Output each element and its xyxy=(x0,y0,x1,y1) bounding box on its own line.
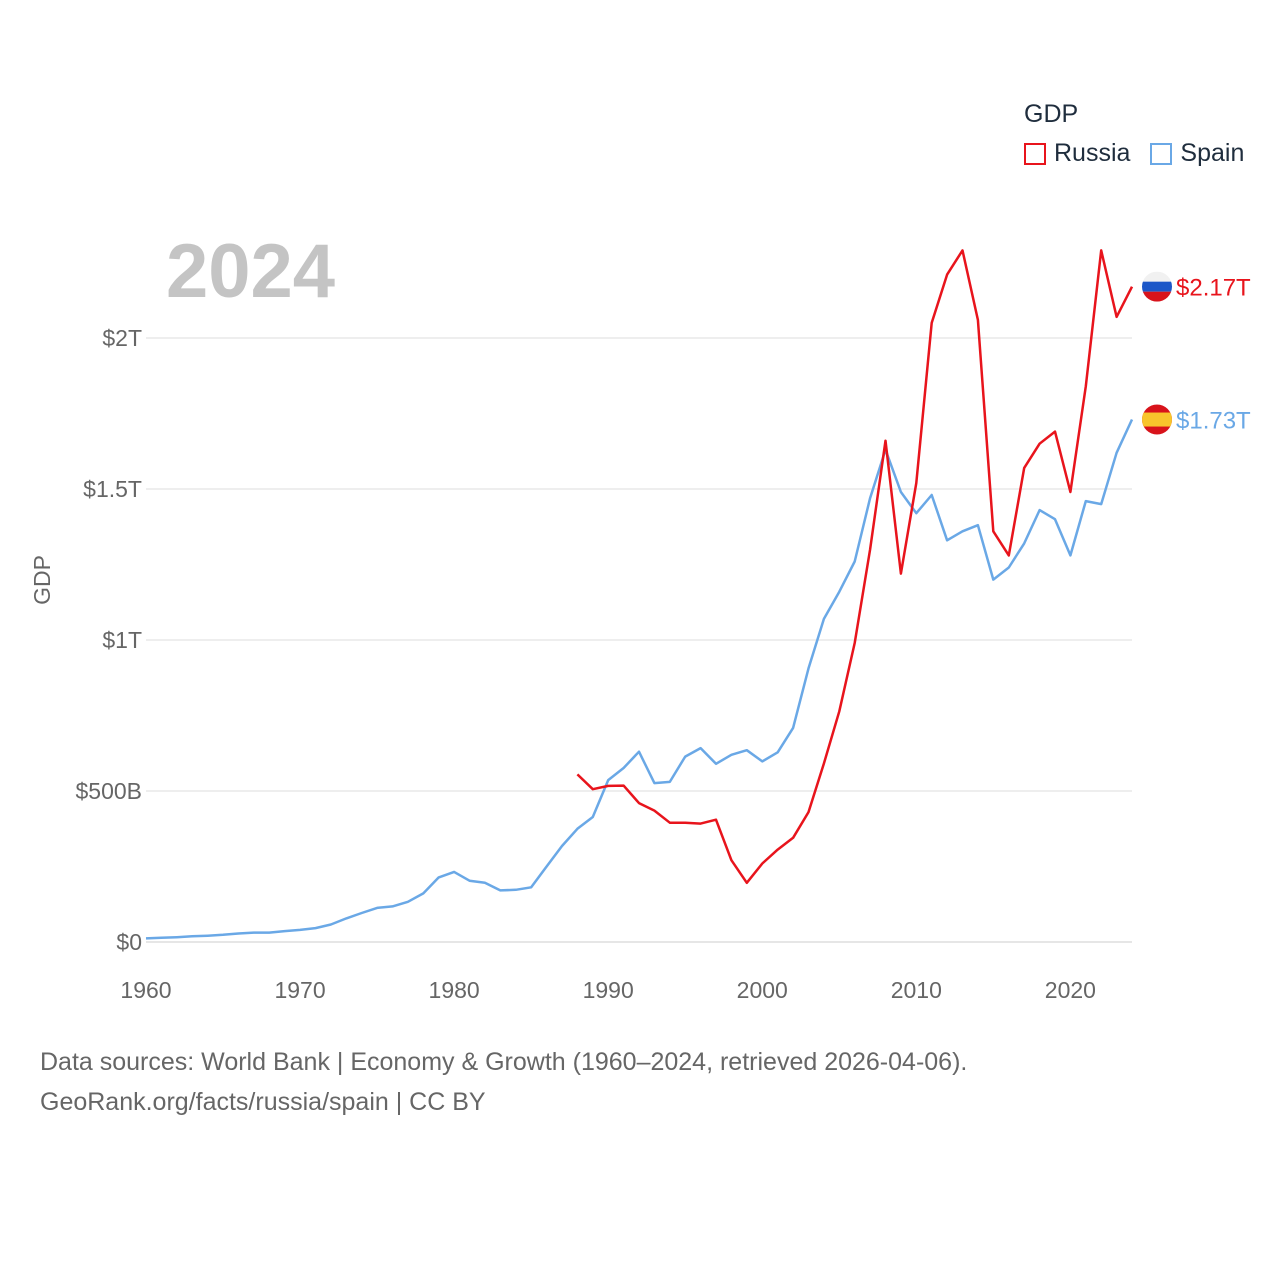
footer-attribution: GeoRank.org/facts/russia/spain | CC BY xyxy=(40,1088,486,1116)
y-tick-label: $1.5T xyxy=(83,476,142,502)
legend-title: GDP xyxy=(1024,100,1079,128)
series-lines xyxy=(145,249,1134,940)
y-tick-label: $500B xyxy=(75,778,142,804)
y-tick-label: $1T xyxy=(102,627,142,653)
end-label-spain: $1.73T xyxy=(1176,408,1251,435)
x-tick-label: 2000 xyxy=(737,977,788,1003)
legend-swatch-spain xyxy=(1150,142,1173,165)
year-label: 2024 xyxy=(166,229,336,314)
x-axis-ticks: 1960 1970 1980 1990 2000 2010 2020 xyxy=(120,977,1096,1003)
x-tick-label: 1970 xyxy=(274,977,325,1003)
x-tick-label: 1980 xyxy=(429,977,480,1003)
y-axis-ticks: $0 $500B $1T $1.5T $2T xyxy=(75,325,142,955)
grid-lines xyxy=(146,337,1132,943)
legend: GDP Russia Spain xyxy=(1024,100,1264,168)
end-label-russia: $2.17T xyxy=(1176,275,1251,302)
legend-item-russia[interactable]: Russia xyxy=(1024,139,1130,168)
x-tick-label: 1960 xyxy=(120,977,171,1003)
spain-flag-icon xyxy=(1142,404,1172,435)
legend-label-spain: Spain xyxy=(1180,139,1245,167)
legend-label-russia: Russia xyxy=(1054,139,1131,167)
x-tick-label: 2020 xyxy=(1045,977,1096,1003)
end-markers: $1.73T $2.17T xyxy=(1142,271,1251,435)
footer-sources: Data sources: World Bank | Economy & Gro… xyxy=(40,1048,968,1076)
legend-item-spain[interactable]: Spain xyxy=(1150,139,1244,168)
y-tick-label: $0 xyxy=(116,929,142,955)
footer: Data sources: World Bank | Economy & Gro… xyxy=(40,1042,967,1122)
series-line-russia xyxy=(576,249,1134,885)
y-axis-label: GDP xyxy=(29,555,55,605)
y-tick-label: $2T xyxy=(102,325,142,351)
series-line-spain xyxy=(145,418,1134,940)
russia-flag-icon xyxy=(1142,271,1172,302)
x-tick-label: 1990 xyxy=(583,977,634,1003)
legend-swatch-russia xyxy=(1024,142,1046,165)
x-tick-label: 2010 xyxy=(891,977,942,1003)
